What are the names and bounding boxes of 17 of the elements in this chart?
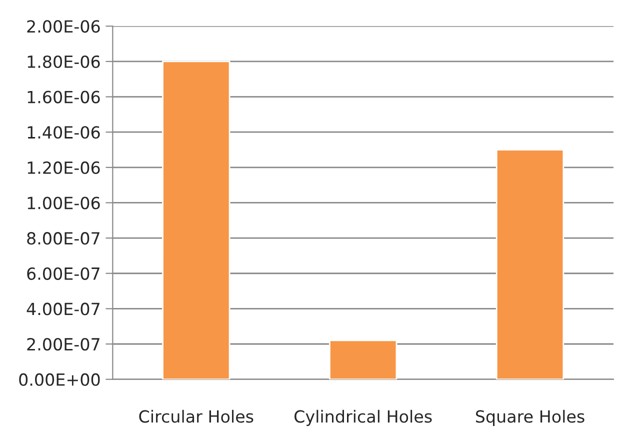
x-tick-label: Cylindrical Holes: [294, 410, 432, 426]
bar: [329, 340, 398, 380]
x-tick-label: Square Holes: [476, 410, 584, 426]
bar: [162, 60, 230, 380]
x-tick-label: Circular Holes: [139, 410, 254, 423]
y-tick-label: 1.60E-06: [28, 90, 100, 104]
y-tick-label: 2.00E-07: [27, 338, 100, 351]
bar: [496, 149, 564, 380]
y-tick-label: 2.00E-06: [27, 20, 100, 33]
y-tick-label: 0.00E+00: [19, 373, 100, 386]
y-tick-label: 1.40E-06: [28, 126, 100, 139]
y-tick-label: 1.80E-06: [28, 55, 100, 68]
y-tick-label: 8.00E-07: [27, 232, 100, 245]
y-tick-label: 1.00E-06: [28, 196, 100, 210]
y-tick-label: 4.00E-07: [26, 302, 100, 316]
y-tick-label: 1.20E-06: [28, 161, 100, 174]
y-tick-label: 6.00E-07: [27, 267, 100, 280]
